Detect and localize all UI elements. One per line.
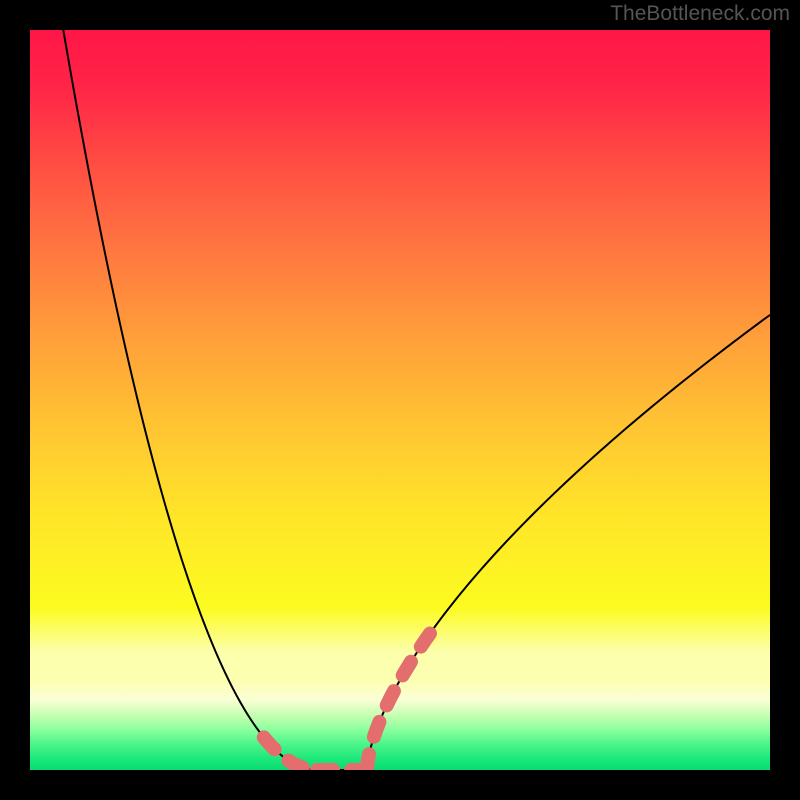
plot-area	[30, 30, 770, 770]
chart-frame: TheBottleneck.com	[0, 0, 800, 800]
bottleneck-curve-chart	[30, 30, 770, 770]
watermark-label: TheBottleneck.com	[610, 2, 790, 26]
